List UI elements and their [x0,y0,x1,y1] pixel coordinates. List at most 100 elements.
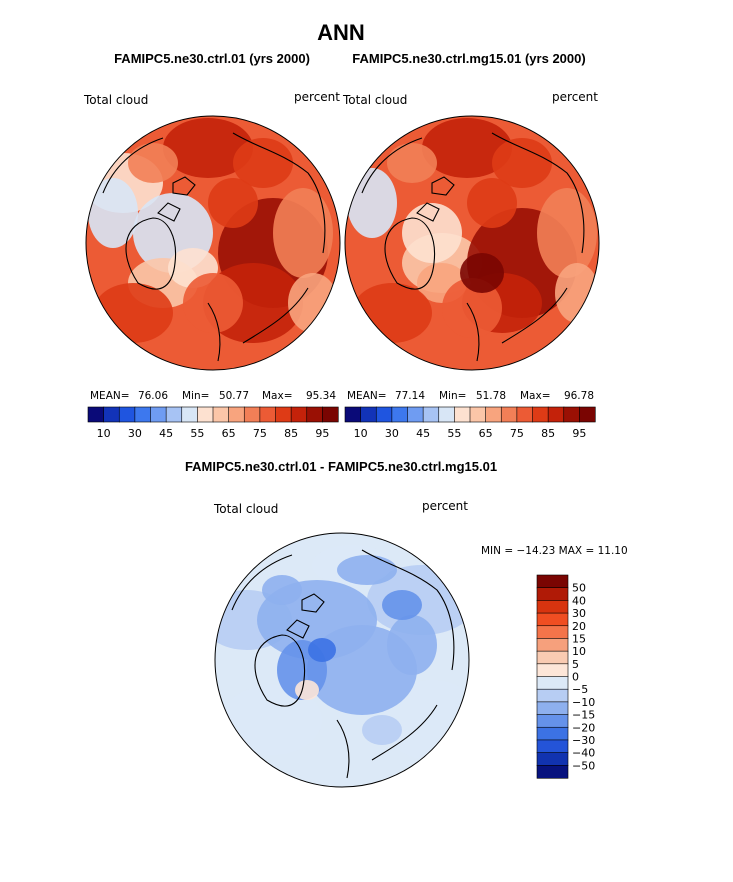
field-patch [208,178,258,228]
panel-c-subtitle: FAMIPC5.ne30.ctrl.01 - FAMIPC5.ne30.ctrl… [185,459,497,474]
colorbar-swatch [536,676,569,690]
panel-a-map-border [85,115,341,371]
colorbar-tick-label: 45 [159,427,173,440]
panel-a-min-label: Min= [182,390,209,402]
colorbar-tick-label: 30 [572,607,586,620]
colorbar-tick-label: −5 [572,683,588,696]
colorbar-swatch [212,406,230,423]
colorbar-swatch [563,406,580,423]
coastline [254,634,306,707]
colorbar-swatch [536,714,569,728]
colorbar-tick-label: 55 [447,427,461,440]
colorbar-swatch [322,406,339,423]
panel-c-minmax-text: MIN = −14.23 MAX = 11.10 [481,545,628,557]
colorbar-swatch [360,406,377,423]
colorbar-swatch [391,406,409,423]
colorbar-tick-label: 15 [572,632,586,645]
colorbar-swatch [547,406,565,423]
coastline [336,719,350,779]
colorbar-tick-label: 85 [284,427,298,440]
colorbar-tick-label: 65 [479,427,493,440]
panel-b-map-border [344,115,600,371]
field-patch [273,188,333,278]
colorbar-tick-label: 55 [190,427,204,440]
coastline [371,704,438,761]
coastline [416,176,455,222]
colorbar-swatch [536,638,569,652]
colorbar-tick-label: −40 [572,747,595,760]
field-patch [422,118,512,178]
panel-a-map [86,116,340,370]
colorbar-swatch [536,625,569,640]
coastline [361,549,455,671]
field-patch [163,118,253,178]
field-patch [460,253,504,293]
field-patch [382,590,422,620]
colorbar-tick-label: 30 [128,427,142,440]
colorbar-swatch [344,406,362,423]
colorbar-swatch [438,406,455,423]
panel-c-map-border [214,532,470,788]
colorbar-swatch [150,406,167,423]
colorbar-swatch [87,406,105,423]
colorbar-tick-label: −30 [572,734,595,747]
field-patch [402,203,462,263]
colorbar-swatch [306,406,323,423]
panel-a-max-value: 95.34 [306,390,336,402]
colorbar-swatch [407,406,424,423]
colorbar-swatch [375,406,393,423]
colorbar-swatch [243,406,261,423]
coastline [491,132,585,254]
colorbar-tick-label: −10 [572,696,595,709]
colorbar-swatch [118,406,136,423]
coastline [232,132,326,254]
field-patch [308,638,336,662]
panel-b-units-label: percent [552,90,598,104]
colorbar-tick-label: 75 [510,427,524,440]
field-patch [128,143,178,183]
colorbar-swatch [197,406,214,423]
panel-b-max-label: Max= [520,390,551,402]
colorbar-swatch [103,406,120,423]
colorbar-swatch [532,406,549,423]
colorbar-swatch [536,701,569,716]
panel-b-mean-value: 77.14 [395,390,425,402]
panel-a-min-value: 50.77 [219,390,249,402]
colorbar-swatch [536,612,569,627]
panel-a-units-label: percent [294,90,340,104]
colorbar-tick-label: 5 [572,658,579,671]
colorbar-tick-label: 45 [416,427,430,440]
colorbar-tick-label: 85 [541,427,555,440]
panel-b-colorbar: 10 30 45 55 65 75 85 95 [344,406,596,440]
colorbar-swatch [422,406,440,423]
colorbar-swatch [275,406,292,423]
colorbar-swatch [536,752,569,766]
colorbar-tick-label: −15 [572,709,595,722]
field-patch [222,685,322,755]
coastline [157,176,196,222]
colorbar-swatch [165,406,183,423]
panel-c-map [215,533,469,787]
coastline [242,287,309,344]
colorbar-tick-label: 95 [572,427,586,440]
panel-c-variable-label: Total cloud [213,502,278,516]
field-patch [537,188,597,278]
panel-a-max-label: Max= [262,390,293,402]
field-patch [183,273,243,333]
colorbar-swatch [536,663,569,678]
field-patch [337,555,397,585]
panel-b-map [345,116,599,370]
field-patch [288,273,338,333]
colorbar-swatch [536,688,569,703]
field-patch [88,178,138,248]
colorbar-tick-label: 20 [572,620,586,633]
colorbar-tick-label: 10 [97,427,111,440]
colorbar-swatch [485,406,502,423]
colorbar-swatch [516,406,534,423]
field-patch [492,138,552,188]
panel-a-mean-label: MEAN= [90,390,130,402]
panel-b-variable-label: Total cloud [342,93,407,107]
colorbar-swatch [469,406,487,423]
